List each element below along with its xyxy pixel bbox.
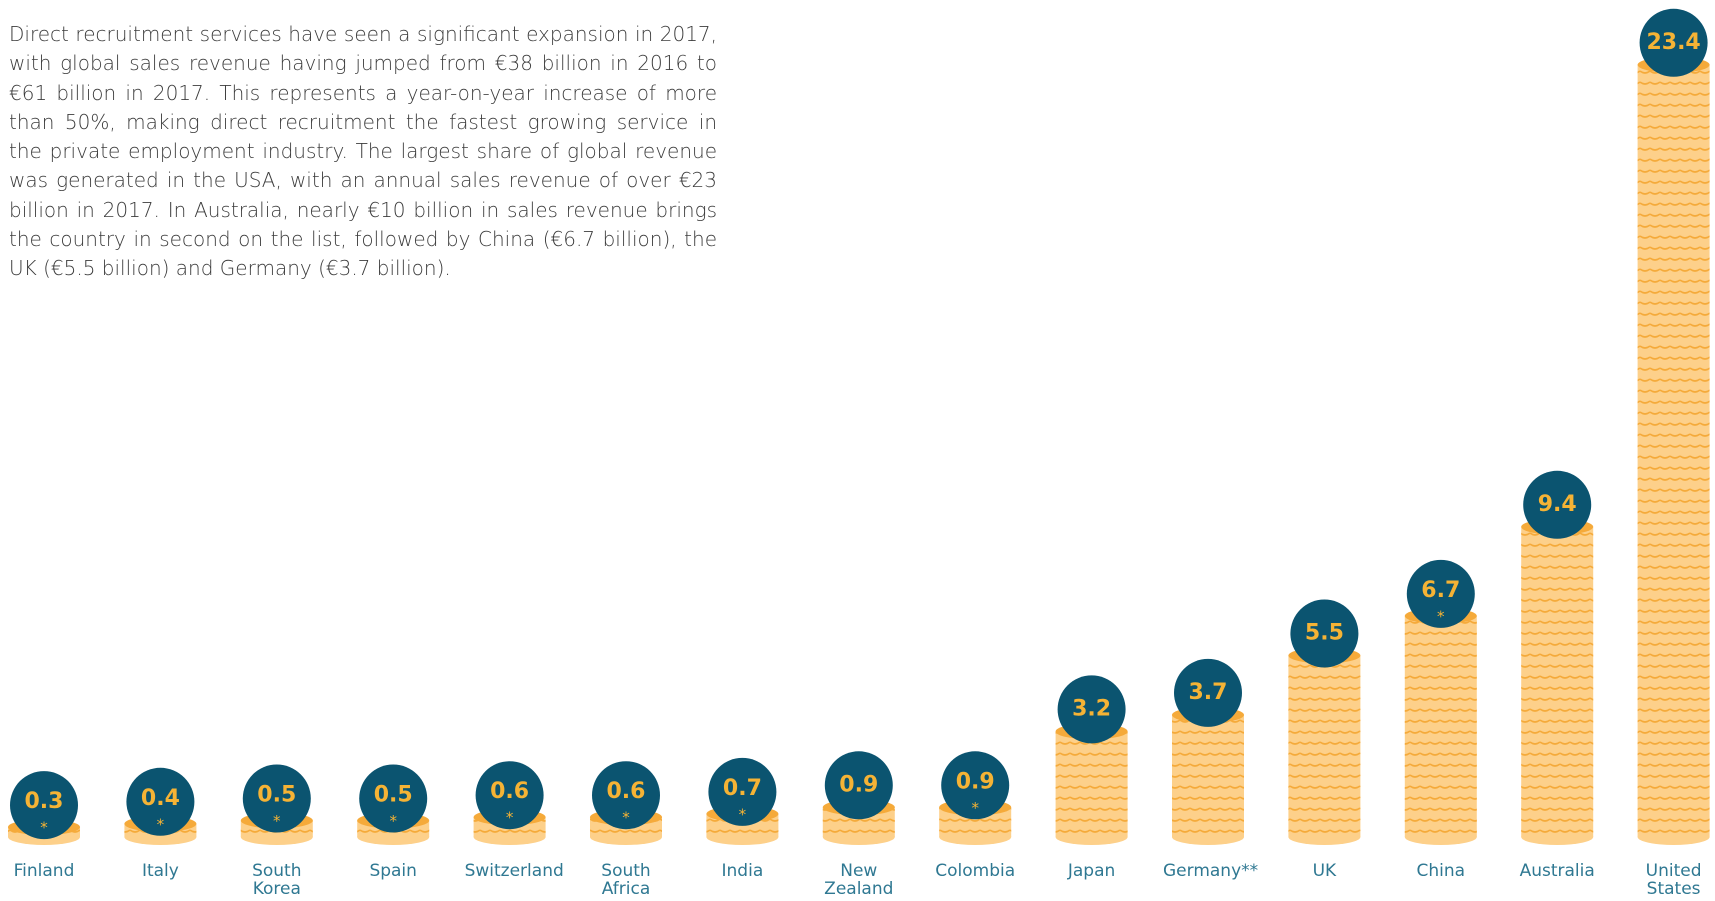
value-badge (824, 751, 893, 820)
category-label: South Korea (252, 861, 302, 899)
coin-stripes (1288, 655, 1361, 837)
description: Direct recruitment services have seen a … (9, 22, 717, 281)
footnote-mark: * (622, 809, 630, 827)
value-badge (242, 764, 311, 833)
category-label: Germany** (1163, 861, 1259, 881)
value-badge (1639, 8, 1708, 77)
category-label: United States (1645, 861, 1702, 899)
value-badge (592, 761, 660, 830)
value-label: 0.7 (723, 776, 762, 801)
value-badge (1174, 658, 1242, 727)
value-badge (1057, 675, 1126, 744)
value-label: 23.4 (1646, 30, 1700, 55)
category-label: India (721, 861, 764, 881)
value-label: 0.9 (956, 769, 995, 794)
category-label: Italy (141, 861, 179, 881)
footnote-mark: * (971, 799, 979, 817)
value-badge (10, 771, 78, 840)
value-label: 0.5 (257, 783, 296, 808)
category-label: Finland (13, 861, 75, 881)
coin-stripes (1521, 526, 1594, 837)
value-label: 0.6 (490, 779, 529, 804)
coin-stripes (1404, 615, 1477, 837)
value-label: 0.3 (25, 789, 64, 814)
category-label: South Africa (601, 861, 651, 899)
value-label: 0.6 (607, 779, 646, 804)
footnote-mark: * (1437, 607, 1445, 625)
category-label: Colombia (935, 861, 1016, 881)
footnote-mark: * (739, 805, 747, 823)
category-label: Japan (1067, 861, 1116, 881)
category-label: China (1416, 861, 1466, 881)
value-badge (708, 757, 777, 826)
footnote-mark: * (40, 819, 48, 837)
coin-stripes (1637, 64, 1710, 838)
category-label: New Zealand (824, 861, 894, 899)
coin-stripes (1055, 731, 1128, 837)
value-label: 0.5 (374, 783, 413, 808)
value-badge (126, 767, 195, 836)
value-label: 9.4 (1538, 492, 1577, 517)
category-label: Australia (1519, 861, 1595, 881)
footnote-mark: * (273, 812, 281, 830)
value-label: 3.7 (1189, 680, 1228, 705)
category-label: Spain (369, 861, 417, 881)
value-badge (1406, 559, 1475, 628)
value-badge (475, 761, 544, 830)
footnote-mark: * (157, 815, 165, 833)
value-badge (1523, 470, 1592, 539)
value-label: 0.9 (839, 772, 878, 797)
value-badge (1290, 599, 1359, 668)
category-label: UK (1312, 861, 1337, 881)
coin-stripes (1172, 714, 1244, 837)
value-badge (941, 751, 1010, 820)
value-badge (359, 764, 428, 833)
value-label: 6.7 (1421, 578, 1460, 603)
value-label: 0.4 (141, 786, 180, 811)
value-label: 5.5 (1305, 621, 1344, 646)
category-label: Switzerland (464, 861, 564, 881)
value-label: 3.2 (1072, 696, 1111, 721)
footnote-mark: * (506, 809, 514, 827)
footnote-mark: * (389, 812, 397, 830)
